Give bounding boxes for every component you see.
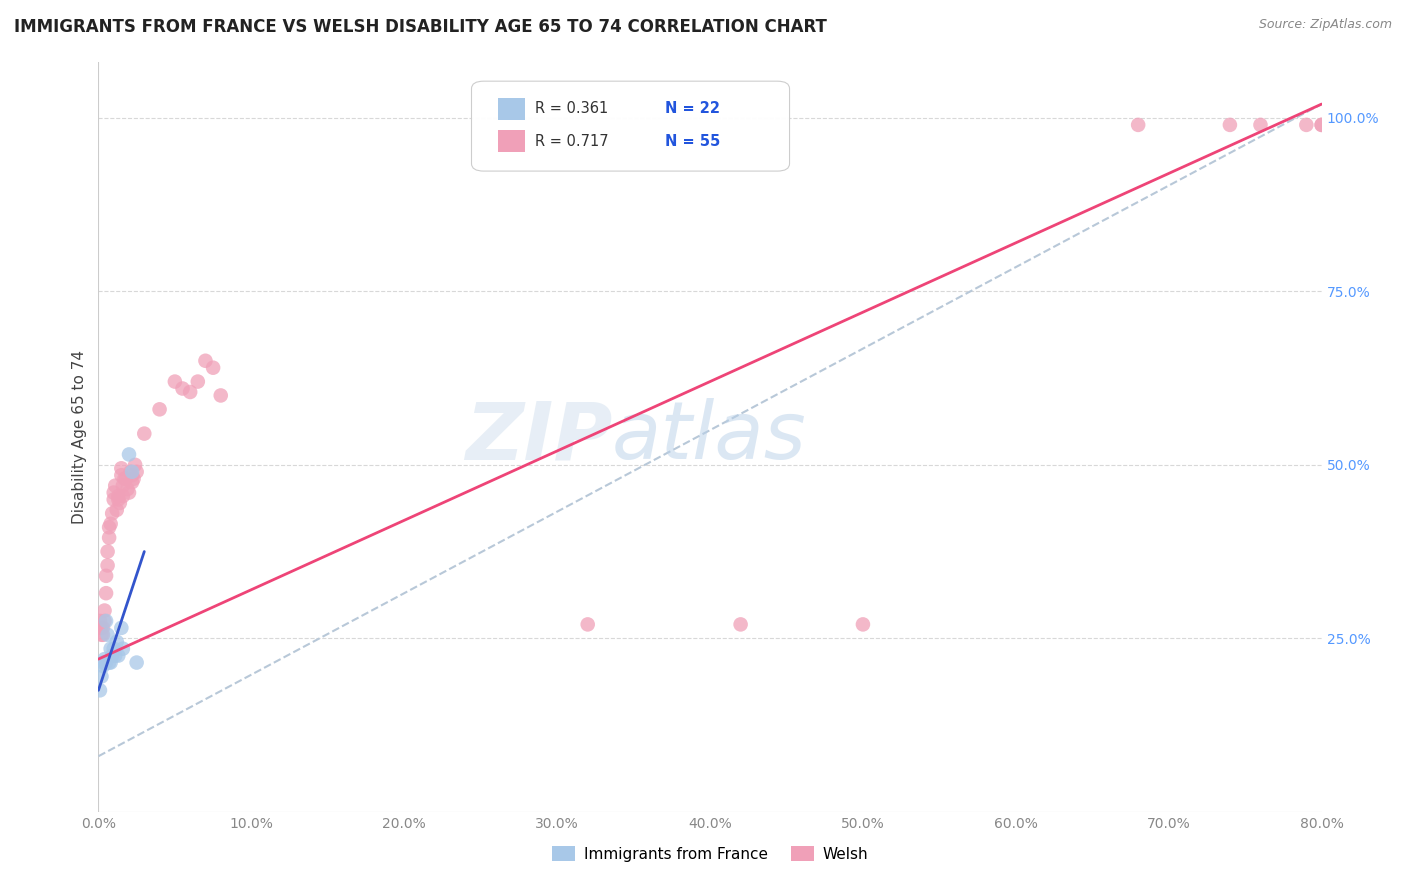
Bar <box>498 97 526 120</box>
Point <box>105 503 128 517</box>
Point <box>97 558 120 573</box>
Point <box>121 465 143 479</box>
Text: R = 0.717: R = 0.717 <box>536 134 609 149</box>
Point <box>121 475 143 490</box>
Point <box>100 656 122 670</box>
Point <box>107 489 129 503</box>
Point <box>107 492 129 507</box>
Point <box>103 641 125 656</box>
Point <box>107 648 129 663</box>
Point <box>91 628 114 642</box>
Point <box>110 621 132 635</box>
Point <box>91 656 114 670</box>
Point <box>91 659 114 673</box>
Point <box>93 614 115 628</box>
Point <box>124 458 146 472</box>
Text: atlas: atlas <box>612 398 807 476</box>
Point <box>97 544 120 558</box>
Point <box>104 648 127 663</box>
Text: N = 22: N = 22 <box>665 102 720 116</box>
Point <box>1310 118 1333 132</box>
Point <box>94 586 117 600</box>
Point <box>100 516 122 531</box>
Y-axis label: Disability Age 65 to 74: Disability Age 65 to 74 <box>72 350 87 524</box>
Point <box>93 603 115 617</box>
Point <box>110 468 132 483</box>
Point <box>730 617 752 632</box>
Point <box>94 614 117 628</box>
Point <box>120 465 142 479</box>
Point <box>90 628 112 642</box>
Point <box>89 621 111 635</box>
Text: ZIP: ZIP <box>465 398 612 476</box>
Point <box>122 472 145 486</box>
Point <box>111 641 134 656</box>
Point <box>187 375 209 389</box>
Point <box>93 652 115 666</box>
Point <box>115 472 138 486</box>
Point <box>110 461 132 475</box>
Point <box>1295 118 1317 132</box>
Point <box>121 468 143 483</box>
Text: N = 55: N = 55 <box>665 134 720 149</box>
Point <box>89 614 111 628</box>
Point <box>103 485 125 500</box>
Point <box>111 489 134 503</box>
Point <box>98 656 121 670</box>
Point <box>94 656 117 670</box>
Point <box>112 472 135 486</box>
Point <box>90 669 112 683</box>
Bar <box>498 130 526 153</box>
Point <box>90 621 112 635</box>
Point <box>100 641 122 656</box>
Point <box>852 617 875 632</box>
Point <box>1128 118 1150 132</box>
Point <box>108 496 131 510</box>
Point <box>125 656 148 670</box>
Point <box>101 507 124 521</box>
Point <box>1310 118 1333 132</box>
Point <box>117 482 139 496</box>
Point <box>209 388 232 402</box>
Point <box>149 402 172 417</box>
Point <box>1249 118 1271 132</box>
Point <box>1219 118 1241 132</box>
Point <box>179 384 201 399</box>
Point <box>98 531 121 545</box>
Point <box>118 485 141 500</box>
Point <box>98 520 121 534</box>
Point <box>172 382 194 396</box>
Point <box>125 465 148 479</box>
Point <box>94 569 117 583</box>
Point <box>202 360 225 375</box>
Point <box>576 617 599 632</box>
FancyBboxPatch shape <box>471 81 790 171</box>
Point <box>103 492 125 507</box>
Point <box>105 634 128 648</box>
Point <box>93 656 115 670</box>
Point <box>104 478 127 492</box>
Legend: Immigrants from France, Welsh: Immigrants from France, Welsh <box>546 839 875 868</box>
Point <box>134 426 156 441</box>
Text: Source: ZipAtlas.com: Source: ZipAtlas.com <box>1258 18 1392 31</box>
Point <box>111 478 134 492</box>
Text: R = 0.361: R = 0.361 <box>536 102 609 116</box>
Point <box>194 353 217 368</box>
Text: IMMIGRANTS FROM FRANCE VS WELSH DISABILITY AGE 65 TO 74 CORRELATION CHART: IMMIGRANTS FROM FRANCE VS WELSH DISABILI… <box>14 18 827 36</box>
Point <box>163 375 186 389</box>
Point <box>97 628 120 642</box>
Point <box>91 621 114 635</box>
Point <box>101 648 124 663</box>
Point <box>89 683 111 698</box>
Point <box>118 447 141 461</box>
